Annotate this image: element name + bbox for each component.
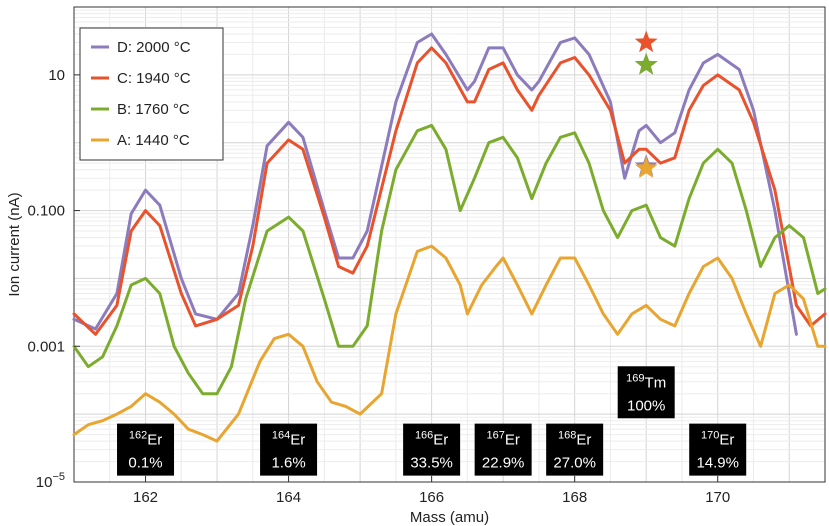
y-tick-label: 10−5 xyxy=(36,471,65,491)
isotope-element: Er xyxy=(719,432,734,449)
x-tick-label: 166 xyxy=(419,489,444,506)
isotope-element: Er xyxy=(433,432,448,449)
isotope-abundance: 22.9% xyxy=(482,455,525,472)
isotope-labels: 162Er0.1%164Er1.6%166Er33.5%167Er22.9%16… xyxy=(117,366,747,476)
star-markers xyxy=(634,30,658,178)
y-tick-label: 0.100 xyxy=(27,203,65,220)
isotope-label-Er162: 162Er 0.1% xyxy=(117,423,175,476)
isotope-element: Er xyxy=(290,432,305,449)
isotope-mass: 162 xyxy=(129,430,147,442)
isotope-label-Er168: 168Er 27.0% xyxy=(546,423,604,476)
isotope-name: 164Er xyxy=(272,430,305,449)
legend-label: D: 2000 °C xyxy=(117,39,191,56)
isotope-abundance: 27.0% xyxy=(553,455,596,472)
legend: D: 2000 °C C: 1940 °C B: 1760 °C A: 1440 °C xyxy=(79,27,224,161)
y-axis-title: Ion current (nA) xyxy=(6,192,23,296)
isotope-name: 168Er xyxy=(558,430,591,449)
isotope-name: 166Er xyxy=(415,430,448,449)
y-tick-label: 0.001 xyxy=(27,338,65,355)
isotope-abundance: 100% xyxy=(627,397,665,414)
legend-label: C: 1940 °C xyxy=(117,70,191,87)
isotope-element: Er xyxy=(505,432,520,449)
isotope-element: Tm xyxy=(645,374,667,391)
isotope-name: 162Er xyxy=(129,430,162,449)
star-marker xyxy=(634,30,658,53)
isotope-label-Er166: 166Er 33.5% xyxy=(403,423,461,476)
isotope-mass: 167 xyxy=(486,430,504,442)
star-marker xyxy=(634,156,658,178)
x-tick-label: 162 xyxy=(133,489,158,506)
isotope-mass: 168 xyxy=(558,430,576,442)
isotope-label-Tm169: 169Tm 100% xyxy=(617,366,675,419)
isotope-abundance: 0.1% xyxy=(128,455,162,472)
y-tick-label: 10 xyxy=(48,67,65,84)
y-tick-exponent: −5 xyxy=(52,471,65,483)
isotope-name: 167Er xyxy=(486,430,519,449)
isotope-mass: 164 xyxy=(272,430,290,442)
star-marker xyxy=(634,52,658,75)
isotope-label-Er167: 167Er 22.9% xyxy=(474,423,532,476)
x-tick-label: 168 xyxy=(562,489,587,506)
isotope-label-box xyxy=(617,366,675,419)
series-line-1 xyxy=(72,46,827,336)
series-line-3 xyxy=(72,244,827,443)
series-lines xyxy=(72,32,827,443)
isotope-label-Er164: 164Er 1.6% xyxy=(260,423,318,476)
legend-box xyxy=(79,27,224,161)
isotope-label-box xyxy=(546,423,604,476)
isotope-mass: 166 xyxy=(415,430,433,442)
isotope-name: 170Er xyxy=(701,430,734,449)
isotope-abundance: 1.6% xyxy=(271,455,305,472)
x-axis-title: Mass (amu) xyxy=(410,509,489,526)
legend-label: A: 1440 °C xyxy=(117,132,190,149)
isotope-element: Er xyxy=(576,432,591,449)
x-tick-label: 170 xyxy=(705,489,730,506)
isotope-label-box xyxy=(260,423,318,476)
plot-frame xyxy=(73,6,826,483)
isotope-label-box xyxy=(117,423,175,476)
isotope-label-box xyxy=(689,423,747,476)
series-line-2 xyxy=(72,123,827,396)
isotope-abundance: 14.9% xyxy=(696,455,739,472)
y-tick-base: 10 xyxy=(36,474,53,491)
isotope-label-Er170: 170Er 14.9% xyxy=(689,423,747,476)
isotope-label-box xyxy=(474,423,532,476)
isotope-label-box xyxy=(403,423,461,476)
isotope-element: Er xyxy=(147,432,162,449)
isotope-abundance: 33.5% xyxy=(410,455,453,472)
legend-label: B: 1760 °C xyxy=(117,101,190,118)
x-tick-label: 164 xyxy=(276,489,301,506)
isotope-name: 169Tm xyxy=(626,372,666,391)
series-line-0 xyxy=(72,32,798,336)
isotope-mass: 169 xyxy=(626,372,644,384)
isotope-mass: 170 xyxy=(701,430,719,442)
